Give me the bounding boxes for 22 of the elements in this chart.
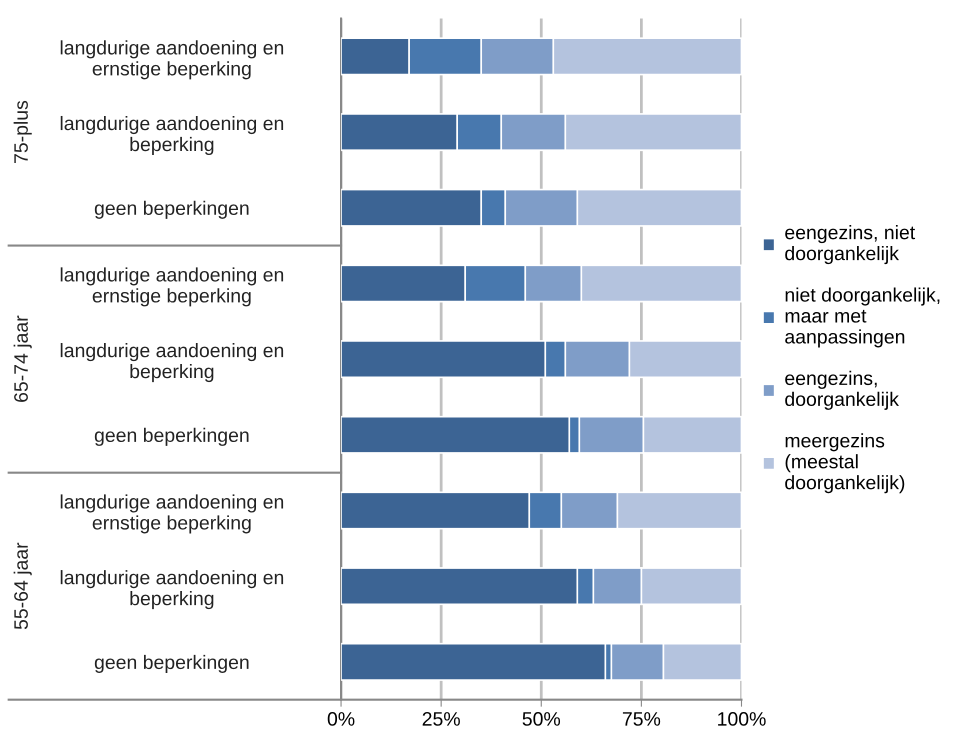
y-tick-label: geen beperkingen — [94, 428, 248, 446]
text: 75-plus — [14, 100, 32, 163]
y-tick-label: langdurige aandoening en ernstige beperking — [60, 494, 284, 534]
x-tick-label: 25% — [422, 712, 460, 726]
legend-label: eengezins, doorgankelijk — [785, 370, 899, 410]
x-tick-label: 100% — [718, 712, 766, 726]
y-tick-label: langdurige aandoening en beperking — [60, 116, 284, 156]
x-tick-label: 0% — [328, 712, 354, 726]
text: 55-64 jaar — [14, 542, 32, 630]
y-tick-label: geen beperkingen — [94, 200, 248, 219]
x-tick-label: 75% — [622, 712, 660, 726]
y-tick-label: langdurige aandoening en beperking — [60, 570, 284, 610]
x-tick-label: 50% — [522, 712, 560, 726]
bar — [341, 642, 606, 681]
legend-label: eengezins, niet doorgankelijk — [785, 225, 916, 264]
y-tick-label: langdurige aandoening en ernstige beperking — [60, 267, 284, 306]
y-tick-label: langdurige aandoening en beperking — [60, 343, 284, 382]
y-tick-label: langdurige aandoening en ernstige beperking — [60, 40, 284, 80]
text: 65-74 jaar — [14, 316, 32, 402]
legend-label: meergezins (meestal doorgankelijk) — [785, 433, 904, 494]
y-tick-label: geen beperkingen — [94, 654, 248, 673]
legend-label: niet doorgankelijk, maar met aanpassingen — [785, 287, 940, 348]
